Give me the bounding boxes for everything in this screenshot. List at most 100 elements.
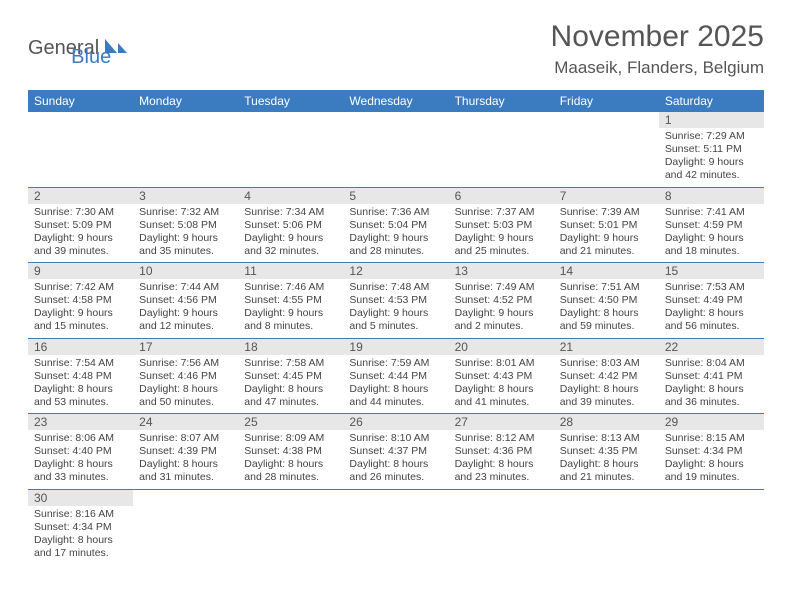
- daylight-text: Daylight: 8 hours and 21 minutes.: [560, 458, 653, 484]
- calendar-row: 23Sunrise: 8:06 AMSunset: 4:40 PMDayligh…: [28, 414, 764, 490]
- sunset-text: Sunset: 5:03 PM: [455, 219, 548, 232]
- sunset-text: Sunset: 4:46 PM: [139, 370, 232, 383]
- day-content: Sunrise: 7:32 AMSunset: 5:08 PMDaylight:…: [133, 204, 238, 263]
- day-content: Sunrise: 8:07 AMSunset: 4:39 PMDaylight:…: [133, 430, 238, 489]
- day-content: Sunrise: 7:29 AMSunset: 5:11 PMDaylight:…: [659, 128, 764, 187]
- daylight-text: Daylight: 8 hours and 33 minutes.: [34, 458, 127, 484]
- calendar-cell: 21Sunrise: 8:03 AMSunset: 4:42 PMDayligh…: [554, 338, 659, 414]
- sunrise-text: Sunrise: 7:30 AM: [34, 206, 127, 219]
- sunrise-text: Sunrise: 7:34 AM: [244, 206, 337, 219]
- calendar-cell: 25Sunrise: 8:09 AMSunset: 4:38 PMDayligh…: [238, 414, 343, 490]
- day-content: Sunrise: 8:04 AMSunset: 4:41 PMDaylight:…: [659, 355, 764, 414]
- sunset-text: Sunset: 5:01 PM: [560, 219, 653, 232]
- day-number: 6: [449, 188, 554, 204]
- calendar-cell: 4Sunrise: 7:34 AMSunset: 5:06 PMDaylight…: [238, 187, 343, 263]
- day-number: 2: [28, 188, 133, 204]
- day-content: Sunrise: 7:41 AMSunset: 4:59 PMDaylight:…: [659, 204, 764, 263]
- day-number: 27: [449, 414, 554, 430]
- sunrise-text: Sunrise: 7:46 AM: [244, 281, 337, 294]
- daylight-text: Daylight: 8 hours and 44 minutes.: [349, 383, 442, 409]
- daylight-text: Daylight: 8 hours and 36 minutes.: [665, 383, 758, 409]
- sunrise-text: Sunrise: 7:36 AM: [349, 206, 442, 219]
- daylight-text: Daylight: 8 hours and 56 minutes.: [665, 307, 758, 333]
- day-number: 14: [554, 263, 659, 279]
- calendar-cell: 15Sunrise: 7:53 AMSunset: 4:49 PMDayligh…: [659, 263, 764, 339]
- sunset-text: Sunset: 4:37 PM: [349, 445, 442, 458]
- day-content: Sunrise: 7:58 AMSunset: 4:45 PMDaylight:…: [238, 355, 343, 414]
- day-number: 15: [659, 263, 764, 279]
- day-number: 28: [554, 414, 659, 430]
- sunset-text: Sunset: 4:38 PM: [244, 445, 337, 458]
- day-number: 4: [238, 188, 343, 204]
- day-number: 13: [449, 263, 554, 279]
- daylight-text: Daylight: 9 hours and 35 minutes.: [139, 232, 232, 258]
- sunset-text: Sunset: 4:45 PM: [244, 370, 337, 383]
- calendar-cell: 29Sunrise: 8:15 AMSunset: 4:34 PMDayligh…: [659, 414, 764, 490]
- day-number: 16: [28, 339, 133, 355]
- sunrise-text: Sunrise: 8:07 AM: [139, 432, 232, 445]
- day-content: Sunrise: 7:48 AMSunset: 4:53 PMDaylight:…: [343, 279, 448, 338]
- calendar-row: 30Sunrise: 8:16 AMSunset: 4:34 PMDayligh…: [28, 489, 764, 564]
- calendar-cell: [449, 112, 554, 187]
- sunrise-text: Sunrise: 7:59 AM: [349, 357, 442, 370]
- calendar-cell: 17Sunrise: 7:56 AMSunset: 4:46 PMDayligh…: [133, 338, 238, 414]
- day-content: Sunrise: 7:37 AMSunset: 5:03 PMDaylight:…: [449, 204, 554, 263]
- title-block: November 2025 Maaseik, Flanders, Belgium: [551, 20, 764, 78]
- calendar-cell: [133, 112, 238, 187]
- calendar-cell: [449, 489, 554, 564]
- day-number: 22: [659, 339, 764, 355]
- sunset-text: Sunset: 5:06 PM: [244, 219, 337, 232]
- day-content: Sunrise: 7:53 AMSunset: 4:49 PMDaylight:…: [659, 279, 764, 338]
- sunset-text: Sunset: 4:43 PM: [455, 370, 548, 383]
- daylight-text: Daylight: 8 hours and 31 minutes.: [139, 458, 232, 484]
- calendar-cell: 16Sunrise: 7:54 AMSunset: 4:48 PMDayligh…: [28, 338, 133, 414]
- calendar-cell: 3Sunrise: 7:32 AMSunset: 5:08 PMDaylight…: [133, 187, 238, 263]
- sunset-text: Sunset: 4:56 PM: [139, 294, 232, 307]
- day-content: Sunrise: 8:15 AMSunset: 4:34 PMDaylight:…: [659, 430, 764, 489]
- day-number: 1: [659, 112, 764, 128]
- day-content: Sunrise: 7:30 AMSunset: 5:09 PMDaylight:…: [28, 204, 133, 263]
- calendar-row: 16Sunrise: 7:54 AMSunset: 4:48 PMDayligh…: [28, 338, 764, 414]
- calendar-cell: [343, 489, 448, 564]
- daylight-text: Daylight: 9 hours and 2 minutes.: [455, 307, 548, 333]
- sunrise-text: Sunrise: 7:32 AM: [139, 206, 232, 219]
- calendar-cell: 24Sunrise: 8:07 AMSunset: 4:39 PMDayligh…: [133, 414, 238, 490]
- sunrise-text: Sunrise: 8:15 AM: [665, 432, 758, 445]
- daylight-text: Daylight: 8 hours and 50 minutes.: [139, 383, 232, 409]
- sunset-text: Sunset: 4:50 PM: [560, 294, 653, 307]
- day-number: 23: [28, 414, 133, 430]
- calendar-cell: 10Sunrise: 7:44 AMSunset: 4:56 PMDayligh…: [133, 263, 238, 339]
- calendar-cell: 23Sunrise: 8:06 AMSunset: 4:40 PMDayligh…: [28, 414, 133, 490]
- day-number: 29: [659, 414, 764, 430]
- day-number: 7: [554, 188, 659, 204]
- daylight-text: Daylight: 9 hours and 15 minutes.: [34, 307, 127, 333]
- sunset-text: Sunset: 4:44 PM: [349, 370, 442, 383]
- weekday-header: Saturday: [659, 90, 764, 112]
- sunset-text: Sunset: 4:39 PM: [139, 445, 232, 458]
- calendar-cell: [238, 112, 343, 187]
- calendar-cell: 14Sunrise: 7:51 AMSunset: 4:50 PMDayligh…: [554, 263, 659, 339]
- sunrise-text: Sunrise: 7:56 AM: [139, 357, 232, 370]
- calendar-cell: 19Sunrise: 7:59 AMSunset: 4:44 PMDayligh…: [343, 338, 448, 414]
- daylight-text: Daylight: 9 hours and 21 minutes.: [560, 232, 653, 258]
- day-number: 25: [238, 414, 343, 430]
- daylight-text: Daylight: 9 hours and 28 minutes.: [349, 232, 442, 258]
- sunrise-text: Sunrise: 8:12 AM: [455, 432, 548, 445]
- calendar-cell: 27Sunrise: 8:12 AMSunset: 4:36 PMDayligh…: [449, 414, 554, 490]
- calendar-row: 1Sunrise: 7:29 AMSunset: 5:11 PMDaylight…: [28, 112, 764, 187]
- daylight-text: Daylight: 8 hours and 26 minutes.: [349, 458, 442, 484]
- daylight-text: Daylight: 8 hours and 39 minutes.: [560, 383, 653, 409]
- daylight-text: Daylight: 9 hours and 25 minutes.: [455, 232, 548, 258]
- sunrise-text: Sunrise: 8:16 AM: [34, 508, 127, 521]
- day-content: Sunrise: 7:39 AMSunset: 5:01 PMDaylight:…: [554, 204, 659, 263]
- weekday-header: Monday: [133, 90, 238, 112]
- day-content: Sunrise: 8:03 AMSunset: 4:42 PMDaylight:…: [554, 355, 659, 414]
- sunset-text: Sunset: 4:55 PM: [244, 294, 337, 307]
- day-content: Sunrise: 7:59 AMSunset: 4:44 PMDaylight:…: [343, 355, 448, 414]
- daylight-text: Daylight: 8 hours and 41 minutes.: [455, 383, 548, 409]
- daylight-text: Daylight: 8 hours and 53 minutes.: [34, 383, 127, 409]
- sunset-text: Sunset: 5:08 PM: [139, 219, 232, 232]
- day-content: Sunrise: 7:54 AMSunset: 4:48 PMDaylight:…: [28, 355, 133, 414]
- sunrise-text: Sunrise: 8:04 AM: [665, 357, 758, 370]
- calendar-cell: [554, 112, 659, 187]
